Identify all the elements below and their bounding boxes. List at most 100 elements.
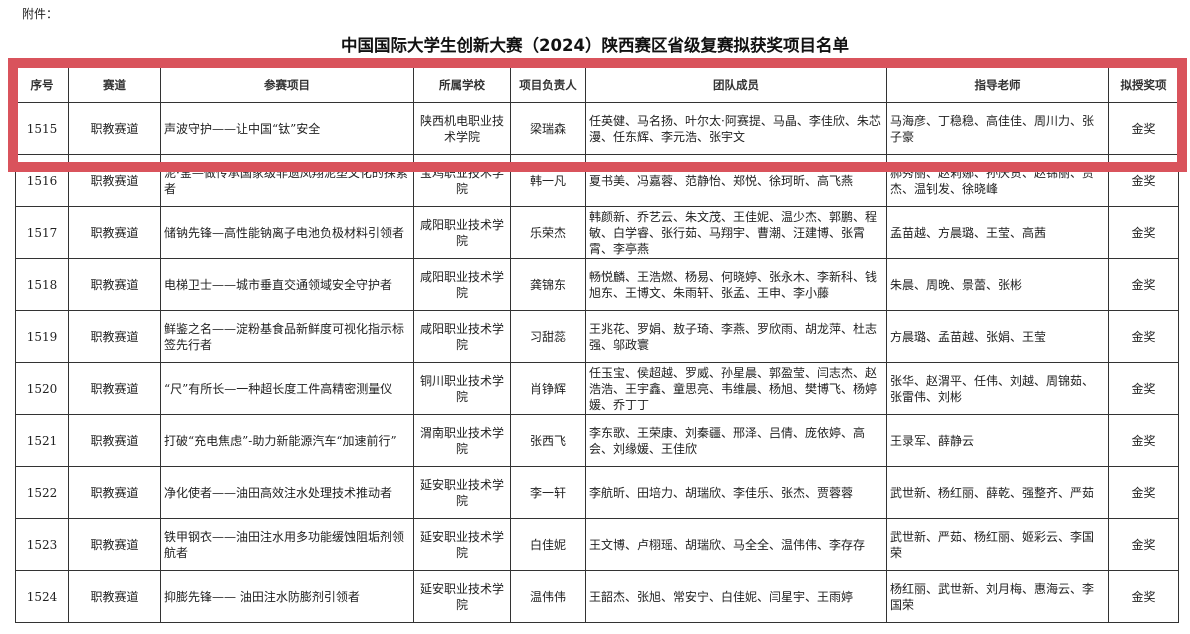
cell-project: “尺”有所长—一种超长度工件高精密测量仪 (160, 362, 414, 415)
cell-leader: 李一轩 (510, 466, 586, 519)
cell-leader: 梁瑞森 (510, 102, 586, 155)
cell-leader: 白佳妮 (510, 518, 586, 571)
cell-members: 任玉宝、侯超越、罗威、孙星晨、郭盈莹、闫志杰、赵浩浩、王宇鑫、童思亮、韦维晨、杨… (585, 362, 887, 415)
cell-index: 1524 (15, 570, 69, 623)
cell-school: 延安职业技术学院 (413, 518, 511, 571)
cell-members: 李航昕、田培力、胡瑞欣、李佳乐、张杰、贾蓉蓉 (585, 466, 887, 519)
cell-members: 韩颜新、乔艺云、朱文茂、王佳妮、温少杰、郭鹏、程敏、白学睿、张行茹、马翔宇、曹潮… (585, 206, 887, 259)
table-row: 1523 职教赛道 铁甲钢衣——油田注水用多功能缓蚀阻垢剂领航者 延安职业技术学院 白佳… (15, 518, 1179, 571)
cell-members: 王兆花、罗娟、敖子琦、李燕、罗欣雨、胡龙萍、杜志强、邬政寰 (585, 310, 887, 363)
cell-index: 1519 (15, 310, 69, 363)
header-index: 序号 (15, 67, 69, 103)
cell-project: 泥·釜—做传承国家级非遗凤翔泥塑文化的探索者 (160, 154, 414, 207)
cell-advisors: 朱晨、周晚、景蕾、张彬 (886, 258, 1109, 311)
table-row: 1517 职教赛道 储钠先锋—高性能钠离子电池负极材料引领者 咸阳职业技术学院 乐荣杰韩… (15, 206, 1179, 259)
table-row: 1515 职教赛道 声波守护——让中国“钛”安全 陕西机电职业技术学院 梁瑞森 任英健、马… (15, 102, 1179, 155)
cell-members: 王文博、卢栩瑶、胡瑞欣、马全全、温伟伟、李存存 (585, 518, 887, 571)
cell-track: 职教赛道 (68, 310, 161, 363)
cell-advisors: 武世新、杨红丽、薛乾、强整齐、严茹 (886, 466, 1109, 519)
cell-index: 1518 (15, 258, 69, 311)
cell-school: 陕西机电职业技术学院 (413, 102, 511, 155)
cell-index: 1517 (15, 206, 69, 259)
cell-school: 咸阳职业技术学院 (413, 310, 511, 363)
cell-index: 1521 (15, 414, 69, 467)
table-row: 1524 职教赛道 抑膨先锋—— 油田注水防膨剂引领者 延安职业技术学院 温伟伟 王韶杰、… (15, 570, 1179, 623)
cell-advisors: 王录军、薛静云 (886, 414, 1109, 467)
table-row: 1519 职教赛道 鲜鉴之名——淀粉基食品新鲜度可视化指示标签先行者 咸阳职业技术学院… (15, 310, 1179, 363)
header-school: 所属学校 (413, 67, 511, 103)
cell-school: 延安职业技术学院 (413, 570, 511, 623)
table-row: 1522 职教赛道 净化使者——油田高效注水处理技术推动者 延安职业技术学院 李一轩 李航… (15, 466, 1179, 519)
cell-index: 1516 (15, 154, 69, 207)
cell-advisors: 马海彦、丁稳稳、高佳佳、周川力、张子豪 (886, 102, 1109, 155)
cell-members: 李东歌、王荣康、刘秦疆、邢泽、吕倩、庞依婷、高会、刘缘媛、王佳欣 (585, 414, 887, 467)
cell-leader: 乐荣杰 (510, 206, 586, 259)
cell-advisors: 方晨璐、孟苗越、张娟、王莹 (886, 310, 1109, 363)
cell-award: 金奖 (1108, 310, 1179, 363)
cell-school: 渭南职业技术学院 (413, 414, 511, 467)
cell-project: 储钠先锋—高性能钠离子电池负极材料引领者 (160, 206, 414, 259)
header-members: 团队成员 (585, 67, 887, 103)
table-row: 1518 职教赛道 电梯卫士——城市垂直交通领域安全守护者 咸阳职业技术学院 龚锦东 畅悦… (15, 258, 1179, 311)
cell-award: 金奖 (1108, 258, 1179, 311)
table-header-row: 序号 赛道 参赛项目 所属学校 项目负责人 团队成员 指导老师 拟授奖项 (15, 67, 1179, 103)
cell-award: 金奖 (1108, 102, 1179, 155)
cell-members: 任英健、马名扬、叶尔太·阿赛提、马晶、李佳欣、朱芯漫、任东辉、李元浩、张宇文 (585, 102, 887, 155)
cell-leader: 温伟伟 (510, 570, 586, 623)
cell-project: 声波守护——让中国“钛”安全 (160, 102, 414, 155)
cell-leader: 习甜蕊 (510, 310, 586, 363)
header-advisors: 指导老师 (886, 67, 1109, 103)
cell-index: 1523 (15, 518, 69, 571)
cell-track: 职教赛道 (68, 466, 161, 519)
header-track: 赛道 (68, 67, 161, 103)
cell-project: 净化使者——油田高效注水处理技术推动者 (160, 466, 414, 519)
page-title: 中国国际大学生创新大赛（2024）陕西赛区省级复赛拟获奖项目名单 (341, 36, 849, 55)
cell-index: 1520 (15, 362, 69, 415)
cell-advisors: 张华、赵渭平、任伟、刘越、周锦茹、张雷伟、刘彬 (886, 362, 1109, 415)
cell-award: 金奖 (1108, 362, 1179, 415)
cell-project: 抑膨先锋—— 油田注水防膨剂引领者 (160, 570, 414, 623)
cell-track: 职教赛道 (68, 258, 161, 311)
cell-award: 金奖 (1108, 414, 1179, 467)
header-project: 参赛项目 (160, 67, 414, 103)
cell-leader: 肖铮辉 (510, 362, 586, 415)
cell-members: 王韶杰、张旭、常安宁、白佳妮、闫星宇、王雨婷 (585, 570, 887, 623)
cell-advisors: 郝秀丽、赵莉娜、孙庆贺、赵锦丽、贾杰、温钊发、徐晓峰 (886, 154, 1109, 207)
cell-school: 铜川职业技术学院 (413, 362, 511, 415)
cell-members: 畅悦麟、王浩燃、杨易、何晓婷、张永木、李新科、钱旭东、王博文、朱雨轩、张孟、王申… (585, 258, 887, 311)
cell-index: 1522 (15, 466, 69, 519)
award-table: 序号 赛道 参赛项目 所属学校 项目负责人 团队成员 指导老师 拟授奖项 151… (15, 67, 1179, 623)
cell-advisors: 杨红丽、武世新、刘月梅、惠海云、李国荣 (886, 570, 1109, 623)
cell-school: 延安职业技术学院 (413, 466, 511, 519)
cell-school: 咸阳职业技术学院 (413, 258, 511, 311)
attachment-label: 附件： (22, 7, 59, 21)
cell-award: 金奖 (1108, 466, 1179, 519)
cell-award: 金奖 (1108, 518, 1179, 571)
cell-leader: 韩一凡 (510, 154, 586, 207)
cell-index: 1515 (15, 102, 69, 155)
cell-school: 宝鸡职业技术学院 (413, 154, 511, 207)
cell-project: 鲜鉴之名——淀粉基食品新鲜度可视化指示标签先行者 (160, 310, 414, 363)
cell-track: 职教赛道 (68, 518, 161, 571)
cell-school: 咸阳职业技术学院 (413, 206, 511, 259)
table-row: 1516 职教赛道 泥·釜—做传承国家级非遗凤翔泥塑文化的探索者 宝鸡职业技术学院 韩一… (15, 154, 1179, 207)
table-row: 1521 职教赛道 打破“充电焦虑”-助力新能源汽车“加速前行” 渭南职业技术学院 张西… (15, 414, 1179, 467)
cell-track: 职教赛道 (68, 102, 161, 155)
cell-track: 职教赛道 (68, 362, 161, 415)
cell-advisors: 武世新、严茹、杨红丽、姬彩云、李国荣 (886, 518, 1109, 571)
cell-track: 职教赛道 (68, 154, 161, 207)
cell-project: 电梯卫士——城市垂直交通领域安全守护者 (160, 258, 414, 311)
header-leader: 项目负责人 (510, 67, 586, 103)
cell-award: 金奖 (1108, 154, 1179, 207)
cell-award: 金奖 (1108, 570, 1179, 623)
table-row: 1520 职教赛道 “尺”有所长—一种超长度工件高精密测量仪 铜川职业技术学院 肖铮辉任… (15, 362, 1179, 415)
cell-project: 打破“充电焦虑”-助力新能源汽车“加速前行” (160, 414, 414, 467)
cell-leader: 张西飞 (510, 414, 586, 467)
cell-members: 夏书美、冯嘉蓉、范静怡、郑悦、徐珂昕、高飞燕 (585, 154, 887, 207)
cell-leader: 龚锦东 (510, 258, 586, 311)
cell-project: 铁甲钢衣——油田注水用多功能缓蚀阻垢剂领航者 (160, 518, 414, 571)
cell-track: 职教赛道 (68, 570, 161, 623)
cell-track: 职教赛道 (68, 206, 161, 259)
header-award: 拟授奖项 (1108, 67, 1179, 103)
cell-award: 金奖 (1108, 206, 1179, 259)
